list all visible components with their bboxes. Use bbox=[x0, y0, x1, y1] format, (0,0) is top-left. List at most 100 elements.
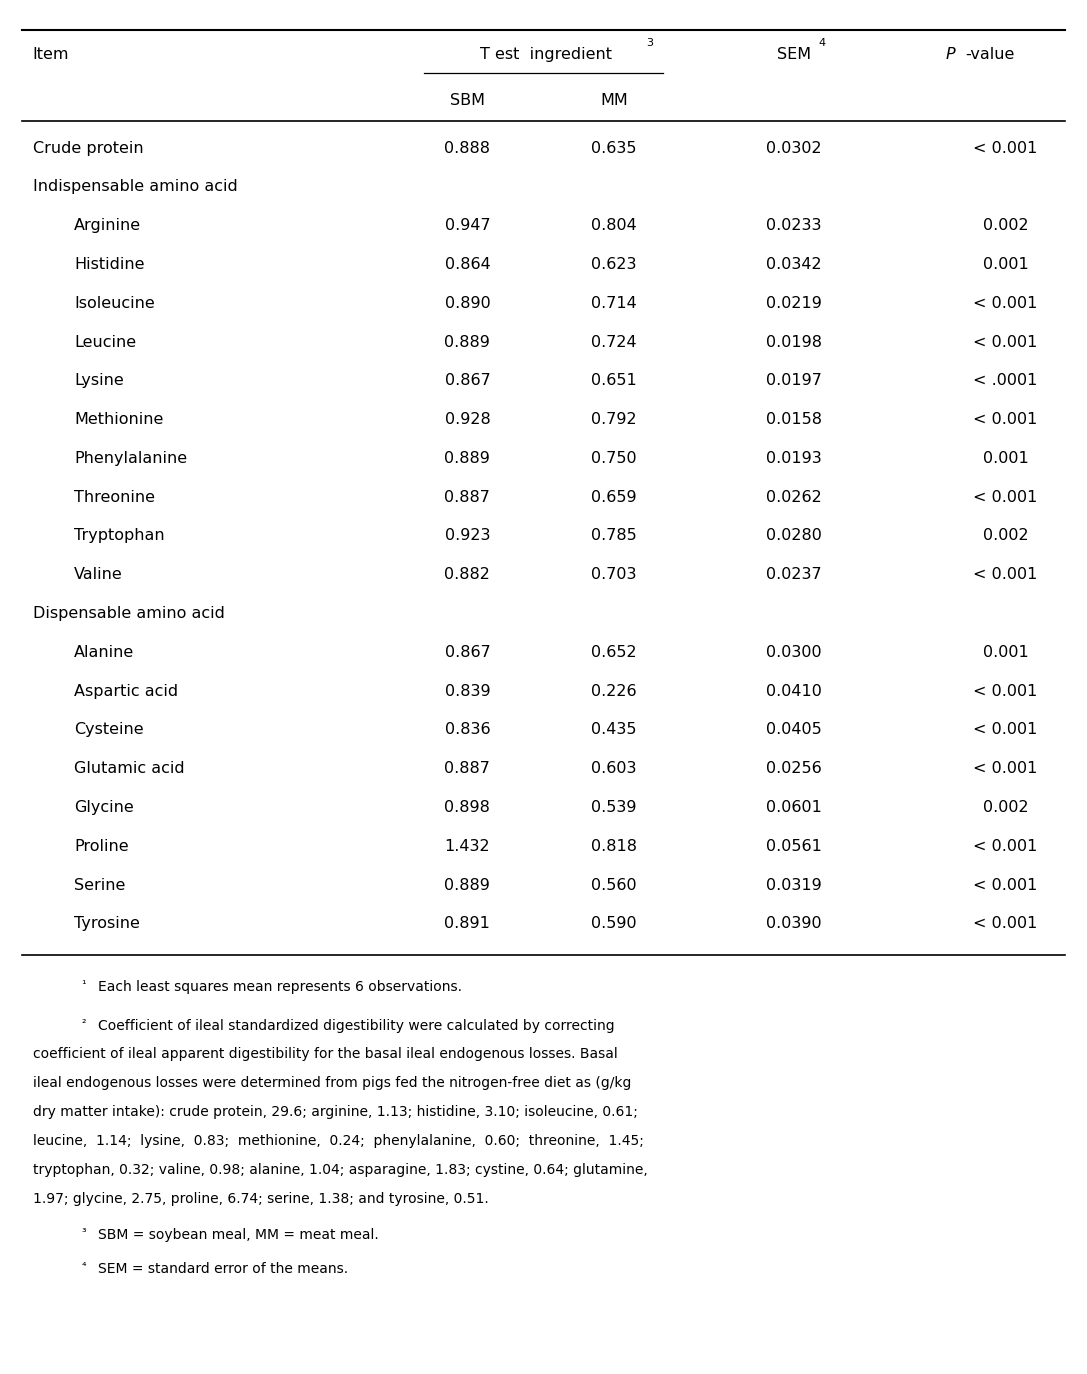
Text: 0.0197: 0.0197 bbox=[765, 374, 822, 389]
Text: < 0.001: < 0.001 bbox=[973, 489, 1038, 504]
Text: 0.0219: 0.0219 bbox=[765, 295, 822, 311]
Text: < 0.001: < 0.001 bbox=[973, 878, 1038, 893]
Text: < 0.001: < 0.001 bbox=[973, 723, 1038, 738]
Text: Cysteine: Cysteine bbox=[74, 723, 143, 738]
Text: 0.0410: 0.0410 bbox=[765, 684, 822, 698]
Text: 0.898: 0.898 bbox=[445, 800, 490, 815]
Text: 0.890: 0.890 bbox=[445, 295, 490, 311]
Text: T est  ingredient: T est ingredient bbox=[480, 48, 612, 62]
Text: ³: ³ bbox=[82, 1228, 86, 1238]
Text: 0.659: 0.659 bbox=[591, 489, 637, 504]
Text: 0.651: 0.651 bbox=[591, 374, 637, 389]
Text: Arginine: Arginine bbox=[74, 218, 141, 234]
Text: 0.002: 0.002 bbox=[983, 800, 1028, 815]
Text: 0.889: 0.889 bbox=[445, 878, 490, 893]
Text: -value: -value bbox=[965, 48, 1014, 62]
Text: 1.97; glycine, 2.75, proline, 6.74; serine, 1.38; and tyrosine, 0.51.: 1.97; glycine, 2.75, proline, 6.74; seri… bbox=[33, 1191, 488, 1206]
Text: Lysine: Lysine bbox=[74, 374, 124, 389]
Text: 0.889: 0.889 bbox=[445, 334, 490, 349]
Text: SEM = standard error of the means.: SEM = standard error of the means. bbox=[98, 1263, 348, 1276]
Text: Leucine: Leucine bbox=[74, 334, 136, 349]
Text: dry matter intake): crude protein, 29.6; arginine, 1.13; histidine, 3.10; isoleu: dry matter intake): crude protein, 29.6;… bbox=[33, 1105, 637, 1120]
Text: Dispensable amino acid: Dispensable amino acid bbox=[33, 606, 225, 621]
Text: SBM = soybean meal, MM = meat meal.: SBM = soybean meal, MM = meat meal. bbox=[98, 1228, 378, 1242]
Text: 0.882: 0.882 bbox=[445, 567, 490, 583]
Text: 0.750: 0.750 bbox=[591, 451, 637, 466]
Text: 0.0302: 0.0302 bbox=[765, 140, 822, 155]
Text: 0.792: 0.792 bbox=[591, 412, 637, 427]
Text: Glycine: Glycine bbox=[74, 800, 134, 815]
Text: ¹: ¹ bbox=[82, 980, 86, 989]
Text: < .0001: < .0001 bbox=[973, 374, 1038, 389]
Text: 0.590: 0.590 bbox=[591, 916, 637, 932]
Text: tryptophan, 0.32; valine, 0.98; alanine, 1.04; asparagine, 1.83; cystine, 0.64; : tryptophan, 0.32; valine, 0.98; alanine,… bbox=[33, 1162, 648, 1178]
Text: 0.0262: 0.0262 bbox=[765, 489, 822, 504]
Text: Aspartic acid: Aspartic acid bbox=[74, 684, 178, 698]
Text: 0.0280: 0.0280 bbox=[765, 529, 822, 544]
Text: 0.0561: 0.0561 bbox=[765, 838, 822, 853]
Text: 0.887: 0.887 bbox=[445, 761, 490, 776]
Text: 4: 4 bbox=[819, 37, 826, 48]
Text: Isoleucine: Isoleucine bbox=[74, 295, 154, 311]
Text: 0.923: 0.923 bbox=[445, 529, 490, 544]
Text: 0.888: 0.888 bbox=[445, 140, 490, 155]
Text: 0.703: 0.703 bbox=[591, 567, 637, 583]
Text: Coefficient of ileal standardized digestibility were calculated by correcting: Coefficient of ileal standardized digest… bbox=[98, 1018, 614, 1033]
Text: 0.889: 0.889 bbox=[445, 451, 490, 466]
Text: < 0.001: < 0.001 bbox=[973, 916, 1038, 932]
Text: 0.0158: 0.0158 bbox=[765, 412, 822, 427]
Text: ⁴: ⁴ bbox=[82, 1263, 86, 1272]
Text: Alanine: Alanine bbox=[74, 644, 134, 660]
Text: < 0.001: < 0.001 bbox=[973, 334, 1038, 349]
Text: ²: ² bbox=[82, 1018, 86, 1029]
Text: < 0.001: < 0.001 bbox=[973, 684, 1038, 698]
Text: 0.0233: 0.0233 bbox=[765, 218, 822, 234]
Text: 0.887: 0.887 bbox=[445, 489, 490, 504]
Text: < 0.001: < 0.001 bbox=[973, 567, 1038, 583]
Text: 0.0237: 0.0237 bbox=[765, 567, 822, 583]
Text: Methionine: Methionine bbox=[74, 412, 163, 427]
Text: 0.635: 0.635 bbox=[591, 140, 637, 155]
Text: 0.818: 0.818 bbox=[591, 838, 637, 853]
Text: 0.226: 0.226 bbox=[591, 684, 637, 698]
Text: 0.0601: 0.0601 bbox=[765, 800, 822, 815]
Text: 0.002: 0.002 bbox=[983, 529, 1028, 544]
Text: Tryptophan: Tryptophan bbox=[74, 529, 164, 544]
Text: 0.839: 0.839 bbox=[445, 684, 490, 698]
Text: 0.928: 0.928 bbox=[445, 412, 490, 427]
Text: 0.0342: 0.0342 bbox=[765, 257, 822, 272]
Text: Glutamic acid: Glutamic acid bbox=[74, 761, 185, 776]
Text: Valine: Valine bbox=[74, 567, 123, 583]
Text: Indispensable amino acid: Indispensable amino acid bbox=[33, 180, 237, 194]
Text: ileal endogenous losses were determined from pigs fed the nitrogen-free diet as : ileal endogenous losses were determined … bbox=[33, 1076, 630, 1091]
Text: 0.002: 0.002 bbox=[983, 218, 1028, 234]
Text: 0.714: 0.714 bbox=[591, 295, 637, 311]
Text: 0.001: 0.001 bbox=[983, 257, 1028, 272]
Text: < 0.001: < 0.001 bbox=[973, 761, 1038, 776]
Text: < 0.001: < 0.001 bbox=[973, 838, 1038, 853]
Text: Phenylalanine: Phenylalanine bbox=[74, 451, 187, 466]
Text: 0.864: 0.864 bbox=[445, 257, 490, 272]
Text: SBM: SBM bbox=[450, 93, 485, 107]
Text: 0.804: 0.804 bbox=[591, 218, 637, 234]
Text: 0.724: 0.724 bbox=[591, 334, 637, 349]
Text: 3: 3 bbox=[646, 37, 653, 48]
Text: 0.0256: 0.0256 bbox=[765, 761, 822, 776]
Text: 0.539: 0.539 bbox=[591, 800, 637, 815]
Text: 0.836: 0.836 bbox=[445, 723, 490, 738]
Text: Histidine: Histidine bbox=[74, 257, 145, 272]
Text: 0.435: 0.435 bbox=[591, 723, 637, 738]
Text: 0.867: 0.867 bbox=[445, 644, 490, 660]
Text: Proline: Proline bbox=[74, 838, 128, 853]
Text: P: P bbox=[946, 48, 955, 62]
Text: 0.947: 0.947 bbox=[445, 218, 490, 234]
Text: < 0.001: < 0.001 bbox=[973, 412, 1038, 427]
Text: 0.603: 0.603 bbox=[591, 761, 637, 776]
Text: Each least squares mean represents 6 observations.: Each least squares mean represents 6 obs… bbox=[98, 980, 462, 993]
Text: Threonine: Threonine bbox=[74, 489, 155, 504]
Text: 0.867: 0.867 bbox=[445, 374, 490, 389]
Text: 1.432: 1.432 bbox=[445, 838, 490, 853]
Text: SEM: SEM bbox=[777, 48, 811, 62]
Text: 0.623: 0.623 bbox=[591, 257, 637, 272]
Text: coefficient of ileal apparent digestibility for the basal ileal endogenous losse: coefficient of ileal apparent digestibil… bbox=[33, 1047, 617, 1062]
